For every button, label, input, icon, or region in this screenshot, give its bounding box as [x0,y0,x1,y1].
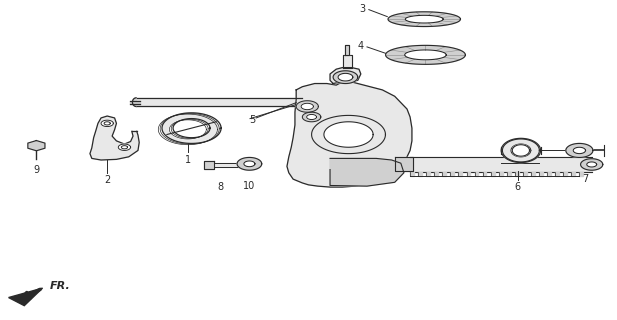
Polygon shape [104,122,110,125]
Polygon shape [244,161,255,167]
Polygon shape [555,172,559,176]
Polygon shape [450,172,454,176]
Polygon shape [523,172,527,176]
Polygon shape [434,172,438,176]
Polygon shape [133,98,136,107]
Polygon shape [466,172,470,176]
Polygon shape [386,45,465,64]
Text: FR.: FR. [50,282,71,292]
Polygon shape [587,162,597,167]
Text: 5: 5 [249,115,255,125]
Text: 9: 9 [33,165,39,175]
Polygon shape [204,161,214,169]
Polygon shape [237,157,262,170]
Polygon shape [418,172,422,176]
Polygon shape [539,172,543,176]
Polygon shape [346,45,349,55]
Polygon shape [101,120,114,126]
Polygon shape [531,172,535,176]
Polygon shape [136,98,302,107]
Polygon shape [474,172,478,176]
Polygon shape [312,116,386,154]
Polygon shape [324,122,373,147]
Polygon shape [130,101,140,104]
Text: 7: 7 [582,174,589,184]
Text: 6: 6 [515,182,521,192]
Polygon shape [581,159,603,170]
Text: 3: 3 [359,4,365,14]
Polygon shape [162,113,221,143]
Polygon shape [214,163,244,167]
Polygon shape [173,119,210,138]
Polygon shape [566,143,593,157]
Polygon shape [410,157,592,172]
Polygon shape [507,172,511,176]
Polygon shape [563,172,567,176]
Polygon shape [296,101,318,112]
Polygon shape [458,172,462,176]
Polygon shape [388,12,460,27]
Polygon shape [28,140,45,151]
Polygon shape [442,172,446,176]
Polygon shape [512,145,529,156]
Polygon shape [395,157,413,171]
Polygon shape [9,288,43,306]
Polygon shape [571,172,575,176]
Polygon shape [90,116,139,160]
Polygon shape [330,158,404,186]
Polygon shape [405,15,443,23]
Polygon shape [499,172,503,176]
Polygon shape [482,172,486,176]
Polygon shape [573,147,586,154]
Polygon shape [301,103,313,110]
Polygon shape [170,120,206,139]
Polygon shape [579,172,583,176]
Polygon shape [118,144,131,150]
Polygon shape [410,172,414,176]
Polygon shape [491,172,495,176]
Polygon shape [501,147,540,154]
Polygon shape [307,115,317,120]
Polygon shape [501,138,540,163]
Text: 1: 1 [185,155,191,164]
Polygon shape [122,146,128,149]
Polygon shape [343,55,352,68]
Polygon shape [287,82,412,187]
Text: 8: 8 [217,182,223,192]
Polygon shape [511,144,531,157]
Polygon shape [172,119,208,138]
Polygon shape [405,50,446,60]
Polygon shape [515,172,519,176]
Polygon shape [302,112,321,122]
Polygon shape [502,139,539,162]
Polygon shape [333,71,358,84]
Text: 4: 4 [358,41,364,51]
Polygon shape [426,172,430,176]
Text: 2: 2 [104,175,110,185]
Polygon shape [547,172,551,176]
Polygon shape [330,68,361,84]
Polygon shape [338,73,353,81]
Text: 10: 10 [243,181,255,191]
